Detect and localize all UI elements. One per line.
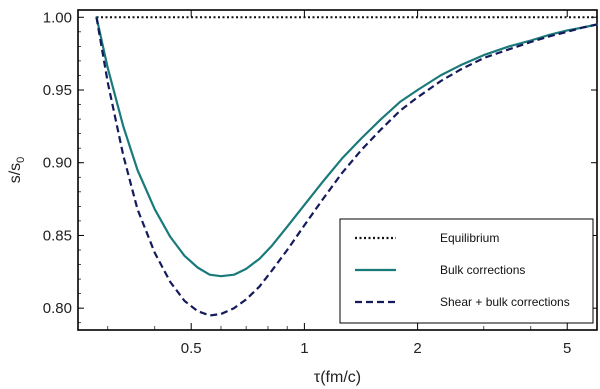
y-tick-label: 1.00 [43, 9, 72, 26]
series-line-shear-bulk-corrections [95, 17, 598, 317]
x-axis: 0.5 1 2 5 [107, 10, 571, 357]
series-line-bulk-corrections [95, 16, 599, 278]
x-tick-label: 5 [563, 340, 571, 357]
y-tick-label: 0.95 [43, 82, 72, 99]
y-tick-label: 0.80 [43, 300, 72, 317]
y-axis: 0.80 0.85 0.90 0.95 1.00 [43, 9, 597, 324]
series-layer [95, 16, 599, 317]
x-axis-title: τ(fm/c) [314, 369, 361, 386]
y-axis-title: s/s0 [7, 157, 27, 184]
x-tick-label: 2 [413, 340, 421, 357]
y-tick-label: 0.85 [43, 227, 72, 244]
y-tick-label: 0.90 [43, 155, 72, 172]
plot-frame [77, 9, 598, 331]
legend-label: Equilibrium [440, 231, 499, 245]
legend: Equilibrium Bulk corrections Shear + bulk … [339, 218, 594, 324]
legend-label: Bulk corrections [440, 263, 525, 277]
legend-label: Shear + bulk corrections [440, 295, 570, 309]
x-tick-label: 0.5 [181, 340, 202, 357]
x-tick-label: 1 [300, 340, 308, 357]
